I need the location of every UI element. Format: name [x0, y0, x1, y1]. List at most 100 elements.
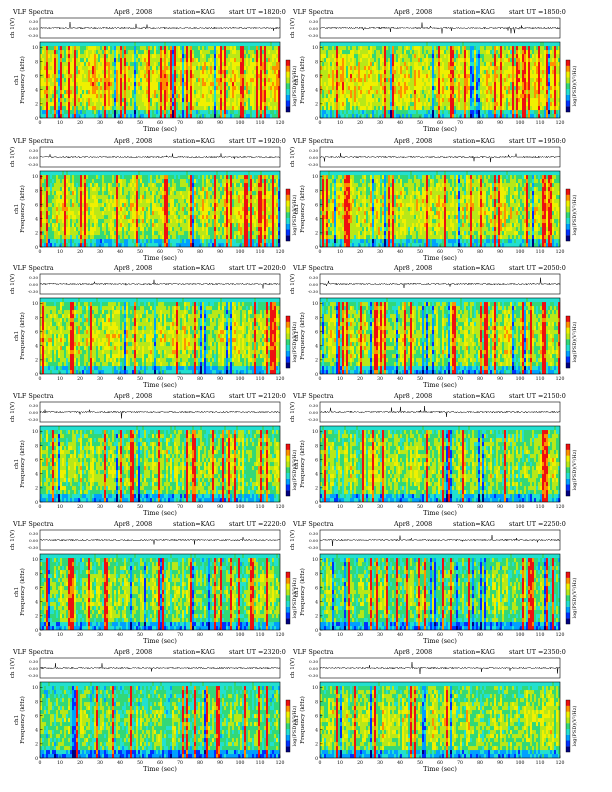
spectrogram-cell	[500, 66, 503, 71]
spectrogram-cell	[502, 58, 505, 63]
spectrogram-cell	[384, 110, 387, 115]
spectrogram-cell	[332, 114, 335, 119]
spectrogram-cell	[520, 98, 523, 103]
spectrogram-cell	[390, 82, 393, 87]
spectrogram-cell	[158, 58, 161, 63]
spectrogram-cell	[344, 82, 347, 87]
spectrogram-cell	[48, 98, 51, 103]
spectrogram-cell	[60, 70, 63, 75]
spectrogram-cell	[94, 70, 97, 75]
spectrogram-cell	[322, 82, 325, 87]
spectrogram-cell	[210, 70, 213, 75]
spectrogram-cell	[336, 106, 339, 111]
spectrogram-cell	[206, 50, 209, 55]
spectrogram-cell	[470, 110, 473, 115]
spectrogram-cell	[326, 102, 329, 107]
spectrogram-cell	[272, 54, 275, 59]
spectrogram-cell	[556, 98, 559, 103]
spectrogram-cell	[372, 102, 375, 107]
spectrogram-cell	[436, 70, 439, 75]
spectrogram-cell	[226, 54, 229, 59]
spectrogram-cell	[66, 114, 69, 119]
panel-start-ut: start UT =1920:0	[229, 137, 286, 145]
spectrogram-cell	[538, 42, 541, 47]
spectrogram-cell	[422, 106, 425, 111]
spectrogram-cell	[514, 90, 517, 95]
spectrogram-cell	[108, 66, 111, 71]
spectrogram-cell	[536, 102, 539, 107]
spectrogram-cell	[484, 42, 487, 47]
spectrogram-cell	[98, 54, 101, 59]
spectrogram-cell	[528, 114, 531, 119]
spectrogram-cell	[338, 94, 341, 99]
spectrogram-cell	[462, 74, 465, 79]
spectrogram-cell	[68, 223, 71, 228]
spectrogram-cell	[324, 110, 327, 115]
spectrogram-cell	[470, 86, 473, 91]
spectrogram-cell	[230, 98, 233, 103]
spectrogram-cell	[448, 42, 451, 47]
spectrogram-cell	[402, 42, 405, 47]
spectrogram-cell	[258, 42, 261, 47]
spectrogram-cell	[344, 74, 347, 79]
spectrogram-cell	[194, 78, 197, 83]
spectrogram-cell	[370, 50, 373, 55]
spectrogram-cell	[552, 50, 555, 55]
spectrogram-cell	[82, 106, 85, 111]
spectrogram-cell	[260, 78, 263, 83]
spectrogram-cell	[154, 54, 157, 59]
spectrogram-cell	[518, 102, 521, 107]
spectrogram-cell	[244, 106, 247, 111]
spectrogram-cell	[260, 54, 263, 59]
spectrogram-cell	[56, 90, 59, 95]
spectrogram-cell	[230, 54, 233, 59]
spectrogram-cell	[522, 82, 525, 87]
spectrogram-cell	[390, 58, 393, 63]
spectrogram-cell	[272, 70, 275, 75]
spectrogram-cell	[420, 54, 423, 59]
spectrogram-cell	[508, 78, 511, 83]
spectrogram-cell	[462, 98, 465, 103]
spectrogram-cell	[230, 66, 233, 71]
spectrogram-cell	[110, 66, 113, 71]
spectrogram-cell	[398, 66, 401, 71]
spectrogram-cell	[326, 50, 329, 55]
spectrogram-cell	[68, 171, 71, 176]
spectrogram-cell	[410, 98, 413, 103]
spectrogram-cell	[464, 110, 467, 115]
spectrogram-cell	[44, 179, 47, 184]
spectrogram-cell	[164, 82, 167, 87]
spectrogram-cell	[158, 74, 161, 79]
spectrogram-cell	[170, 78, 173, 83]
spectrogram-cell	[132, 114, 135, 119]
spectrogram-cell	[344, 86, 347, 91]
spectrogram-cell	[380, 70, 383, 75]
spectrogram-cell	[492, 110, 495, 115]
spectrogram-cell	[190, 90, 193, 95]
ts-tick-label: -0.30	[308, 33, 319, 38]
spectrogram-cell	[246, 70, 249, 75]
spectrogram-cell	[174, 58, 177, 63]
spectrogram-cell	[40, 54, 43, 59]
spectrogram-cell	[436, 46, 439, 51]
spectrogram-cell	[64, 94, 67, 99]
spectrogram-cell	[62, 175, 65, 180]
spectrogram-cell	[70, 54, 73, 59]
spectrogram-cell	[116, 90, 119, 95]
spectrogram-cell	[106, 82, 109, 87]
spectrogram-cell	[278, 106, 281, 111]
spectrogram-cell	[210, 58, 213, 63]
spectrogram-cell	[86, 62, 89, 67]
spectrogram-cell	[386, 58, 389, 63]
spectrogram-cell	[62, 54, 65, 59]
spectrogram-cell	[494, 46, 497, 51]
spectrogram-cell	[426, 86, 429, 91]
spectrogram-cell	[66, 235, 69, 240]
spectrogram-cell	[278, 86, 281, 91]
spectrogram-cell	[512, 86, 515, 91]
spectrogram-cell	[516, 50, 519, 55]
spectrogram-cell	[192, 98, 195, 103]
spectrogram-cell	[40, 235, 43, 240]
spectrogram-cell	[362, 62, 365, 67]
spectrogram-cell	[168, 62, 171, 67]
